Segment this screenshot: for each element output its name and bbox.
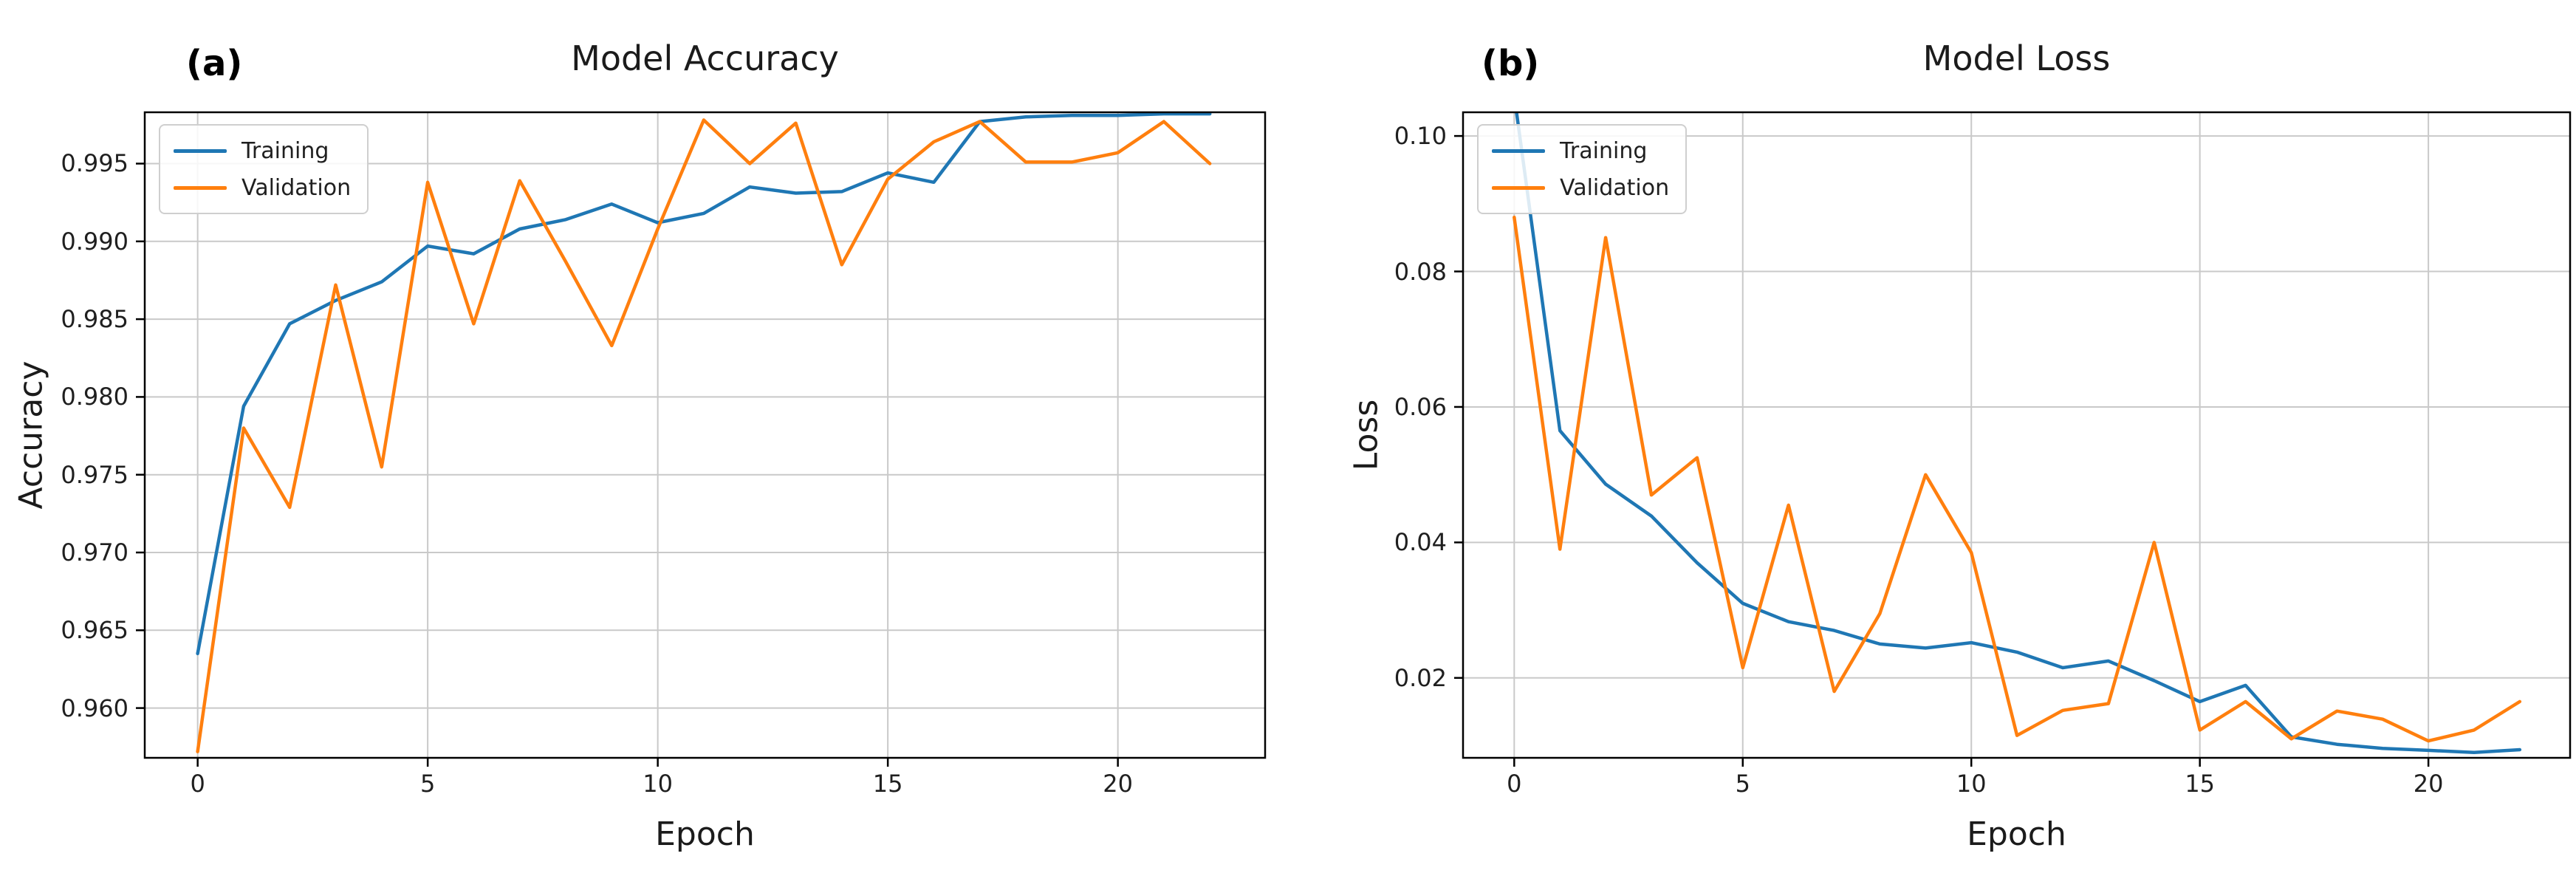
x-tick-label: 15 — [872, 770, 903, 798]
tick-marks — [136, 162, 1119, 767]
accuracy-panel: (a) Model Accuracy Accuracy Epoch Traini… — [13, 38, 1267, 853]
tick-marks — [1454, 134, 2430, 767]
legend-label-training: Training — [242, 137, 329, 164]
validation-line — [196, 118, 1212, 753]
x-tick-label: 0 — [190, 770, 205, 798]
x-tick-label: 10 — [1956, 770, 1987, 798]
x-tick-label: 0 — [1507, 770, 1522, 798]
legend-label-validation: Validation — [1560, 174, 1670, 201]
legend-row-validation: Validation — [1492, 171, 1669, 204]
training-line — [196, 112, 1212, 656]
loss-chart-title: Model Loss — [1922, 38, 2111, 78]
x-tick-label: 10 — [643, 770, 673, 798]
axes-frame — [143, 111, 1267, 759]
y-tick-label: 0.975 — [61, 460, 129, 489]
training-line — [1515, 112, 2522, 754]
legend: Training Validation — [1477, 124, 1688, 214]
loss-chart-canvas — [1454, 111, 2572, 767]
validation-line-swatch — [174, 185, 227, 190]
axes-frame — [1462, 111, 2572, 759]
y-tick-label: 0.960 — [61, 694, 129, 722]
legend-row-training: Training — [1492, 134, 1669, 167]
legend-row-validation: Validation — [174, 171, 351, 204]
loss-x-axis-label: Epoch — [1967, 815, 2066, 853]
legend-row-training: Training — [174, 134, 351, 167]
loss-panel: (b) Model Loss Loss Epoch Training Valid… — [1288, 0, 2576, 876]
validation-line-swatch — [1492, 185, 1545, 190]
y-tick-label: 0.995 — [61, 149, 129, 178]
y-tick-label: 0.970 — [61, 538, 129, 567]
training-line-swatch — [174, 148, 227, 153]
training-line-swatch — [1492, 148, 1545, 153]
y-tick-label: 0.980 — [61, 383, 129, 411]
panel-label-a: (a) — [186, 43, 243, 84]
panel-label-b: (b) — [1481, 43, 1540, 84]
y-tick-label: 0.08 — [1394, 257, 1447, 286]
legend-label-validation: Validation — [242, 174, 352, 201]
x-tick-label: 5 — [1735, 770, 1750, 798]
validation-line — [1513, 215, 2522, 743]
y-tick-label: 0.985 — [61, 305, 129, 334]
legend-label-training: Training — [1560, 137, 1648, 164]
y-tick-label: 0.02 — [1394, 663, 1447, 692]
x-tick-label: 15 — [2185, 770, 2216, 798]
x-tick-label: 20 — [2413, 770, 2444, 798]
y-tick-label: 0.06 — [1394, 392, 1447, 421]
x-tick-label: 5 — [419, 770, 436, 798]
x-tick-label: 20 — [1103, 770, 1133, 798]
y-tick-label: 0.965 — [61, 616, 129, 645]
y-tick-label: 0.04 — [1394, 528, 1447, 557]
legend: Training Validation — [159, 124, 369, 214]
accuracy-chart-title: Model Accuracy — [571, 38, 839, 78]
y-tick-label: 0.10 — [1394, 122, 1447, 151]
y-tick-label: 0.990 — [61, 227, 129, 256]
accuracy-x-axis-label: Epoch — [655, 815, 755, 853]
